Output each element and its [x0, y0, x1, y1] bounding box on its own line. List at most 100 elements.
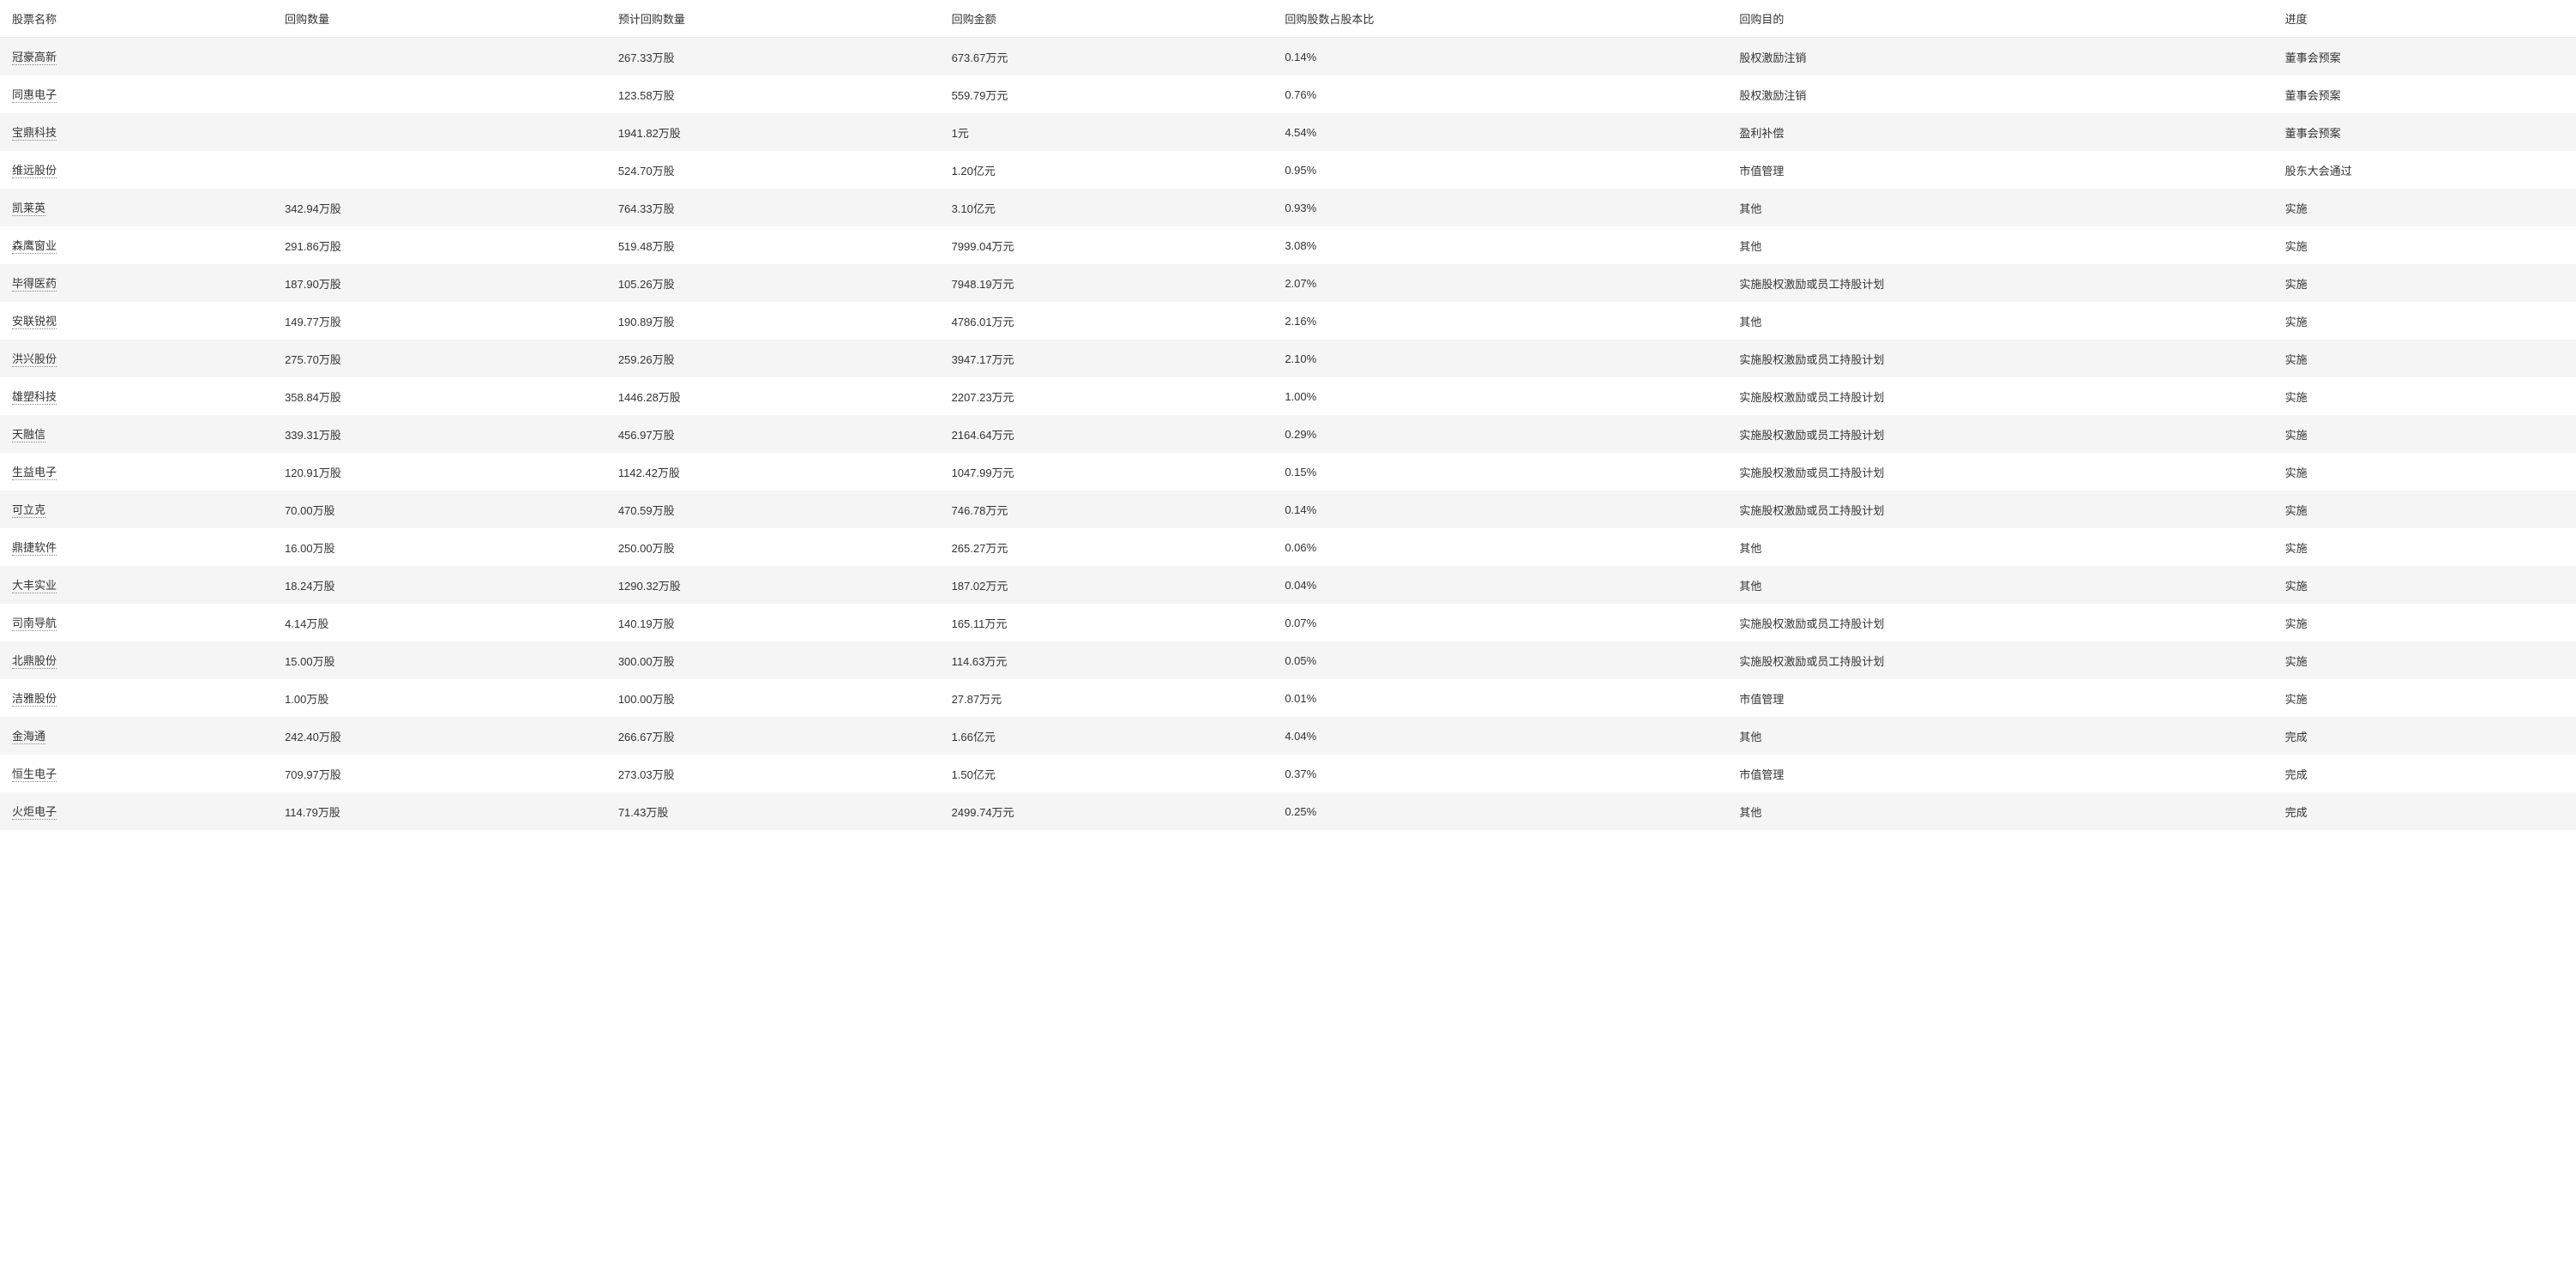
- cell-qty: 18.24万股: [273, 566, 606, 604]
- stock-name-link[interactable]: 可立克: [12, 501, 45, 518]
- cell-amount: 1元: [940, 113, 1273, 151]
- cell-amount: 3947.17万元: [940, 340, 1273, 377]
- stock-name-link[interactable]: 冠豪高新: [12, 48, 57, 65]
- cell-amount: 187.02万元: [940, 566, 1273, 604]
- cell-expected: 273.03万股: [606, 755, 940, 792]
- stock-name-link[interactable]: 生益电子: [12, 463, 57, 480]
- cell-qty: 709.97万股: [273, 755, 606, 792]
- cell-ratio: 3.08%: [1273, 226, 1727, 264]
- table-row: 维远股份524.70万股1.20亿元0.95%市值管理股东大会通过: [0, 151, 2576, 189]
- cell-amount: 1.50亿元: [940, 755, 1273, 792]
- cell-ratio: 0.76%: [1273, 75, 1727, 113]
- col-header-qty[interactable]: 回购数量: [273, 0, 606, 38]
- stock-name-link[interactable]: 同惠电子: [12, 86, 57, 103]
- cell-expected: 519.48万股: [606, 226, 940, 264]
- cell-progress: 实施: [2273, 189, 2576, 226]
- cell-amount: 746.78万元: [940, 491, 1273, 528]
- stock-name-link[interactable]: 森鹰窗业: [12, 237, 57, 254]
- table-row: 同惠电子123.58万股559.79万元0.76%股权激励注销董事会预案: [0, 75, 2576, 113]
- cell-ratio: 4.54%: [1273, 113, 1727, 151]
- table-row: 恒生电子709.97万股273.03万股1.50亿元0.37%市值管理完成: [0, 755, 2576, 792]
- stock-name-link[interactable]: 凯莱英: [12, 199, 45, 216]
- cell-qty: 242.40万股: [273, 717, 606, 755]
- table-body: 冠豪高新267.33万股673.67万元0.14%股权激励注销董事会预案同惠电子…: [0, 38, 2576, 831]
- cell-purpose: 实施股权激励或员工持股计划: [1727, 604, 2272, 641]
- stock-name-link[interactable]: 鼎捷软件: [12, 539, 57, 556]
- stock-name-link[interactable]: 北鼎股份: [12, 652, 57, 669]
- cell-expected: 105.26万股: [606, 264, 940, 302]
- cell-ratio: 0.93%: [1273, 189, 1727, 226]
- cell-qty: 1.00万股: [273, 679, 606, 717]
- cell-expected: 1941.82万股: [606, 113, 940, 151]
- cell-purpose: 股权激励注销: [1727, 38, 2272, 76]
- cell-purpose: 股权激励注销: [1727, 75, 2272, 113]
- table-row: 洁雅股份1.00万股100.00万股27.87万元0.01%市值管理实施: [0, 679, 2576, 717]
- cell-purpose: 市值管理: [1727, 755, 2272, 792]
- col-header-purpose[interactable]: 回购目的: [1727, 0, 2272, 38]
- cell-expected: 123.58万股: [606, 75, 940, 113]
- cell-purpose: 市值管理: [1727, 679, 2272, 717]
- table-row: 冠豪高新267.33万股673.67万元0.14%股权激励注销董事会预案: [0, 38, 2576, 76]
- table-row: 大丰实业18.24万股1290.32万股187.02万元0.04%其他实施: [0, 566, 2576, 604]
- stock-name-link[interactable]: 火炬电子: [12, 803, 57, 820]
- cell-expected: 190.89万股: [606, 302, 940, 340]
- cell-purpose: 盈利补偿: [1727, 113, 2272, 151]
- cell-amount: 2499.74万元: [940, 792, 1273, 830]
- col-header-ratio[interactable]: 回购股数占股本比: [1273, 0, 1727, 38]
- col-header-stock-name[interactable]: 股票名称: [0, 0, 273, 38]
- cell-expected: 1142.42万股: [606, 453, 940, 491]
- cell-amount: 27.87万元: [940, 679, 1273, 717]
- cell-amount: 265.27万元: [940, 528, 1273, 566]
- table-row: 毕得医药187.90万股105.26万股7948.19万元2.07%实施股权激励…: [0, 264, 2576, 302]
- cell-amount: 7948.19万元: [940, 264, 1273, 302]
- stock-name-link[interactable]: 雄塑科技: [12, 388, 57, 405]
- stock-name-link[interactable]: 恒生电子: [12, 765, 57, 782]
- cell-amount: 1.66亿元: [940, 717, 1273, 755]
- cell-qty: [273, 38, 606, 76]
- cell-amount: 7999.04万元: [940, 226, 1273, 264]
- stock-name-link[interactable]: 毕得医药: [12, 274, 57, 292]
- stock-name-link[interactable]: 金海通: [12, 727, 45, 744]
- cell-purpose: 其他: [1727, 302, 2272, 340]
- cell-progress: 实施: [2273, 226, 2576, 264]
- table-row: 安联锐视149.77万股190.89万股4786.01万元2.16%其他实施: [0, 302, 2576, 340]
- stock-name-link[interactable]: 司南导航: [12, 614, 57, 631]
- cell-expected: 1446.28万股: [606, 377, 940, 415]
- cell-ratio: 0.05%: [1273, 641, 1727, 679]
- cell-progress: 实施: [2273, 302, 2576, 340]
- cell-qty: 342.94万股: [273, 189, 606, 226]
- cell-progress: 实施: [2273, 453, 2576, 491]
- stock-name-link[interactable]: 宝鼎科技: [12, 123, 57, 141]
- table-row: 天融信339.31万股456.97万股2164.64万元0.29%实施股权激励或…: [0, 415, 2576, 453]
- stock-name-link[interactable]: 洪兴股份: [12, 350, 57, 367]
- cell-qty: 275.70万股: [273, 340, 606, 377]
- col-header-progress[interactable]: 进度: [2273, 0, 2576, 38]
- cell-ratio: 0.06%: [1273, 528, 1727, 566]
- stock-name-link[interactable]: 维远股份: [12, 161, 57, 178]
- cell-qty: 358.84万股: [273, 377, 606, 415]
- cell-ratio: 0.01%: [1273, 679, 1727, 717]
- stock-name-link[interactable]: 大丰实业: [12, 576, 57, 593]
- cell-qty: 15.00万股: [273, 641, 606, 679]
- stock-name-link[interactable]: 天融信: [12, 425, 45, 442]
- cell-progress: 董事会预案: [2273, 38, 2576, 76]
- cell-progress: 股东大会通过: [2273, 151, 2576, 189]
- cell-progress: 实施: [2273, 641, 2576, 679]
- cell-purpose: 其他: [1727, 528, 2272, 566]
- stock-name-link[interactable]: 洁雅股份: [12, 689, 57, 707]
- cell-qty: 4.14万股: [273, 604, 606, 641]
- cell-ratio: 0.14%: [1273, 491, 1727, 528]
- col-header-amount[interactable]: 回购金额: [940, 0, 1273, 38]
- cell-expected: 764.33万股: [606, 189, 940, 226]
- cell-progress: 实施: [2273, 566, 2576, 604]
- cell-qty: 149.77万股: [273, 302, 606, 340]
- cell-amount: 673.67万元: [940, 38, 1273, 76]
- cell-qty: [273, 113, 606, 151]
- table-row: 金海通242.40万股266.67万股1.66亿元4.04%其他完成: [0, 717, 2576, 755]
- table-row: 火炬电子114.79万股71.43万股2499.74万元0.25%其他完成: [0, 792, 2576, 830]
- table-header-row: 股票名称 回购数量 预计回购数量 回购金额 回购股数占股本比 回购目的 进度: [0, 0, 2576, 38]
- cell-qty: 187.90万股: [273, 264, 606, 302]
- col-header-expected[interactable]: 预计回购数量: [606, 0, 940, 38]
- cell-ratio: 2.16%: [1273, 302, 1727, 340]
- stock-name-link[interactable]: 安联锐视: [12, 312, 57, 329]
